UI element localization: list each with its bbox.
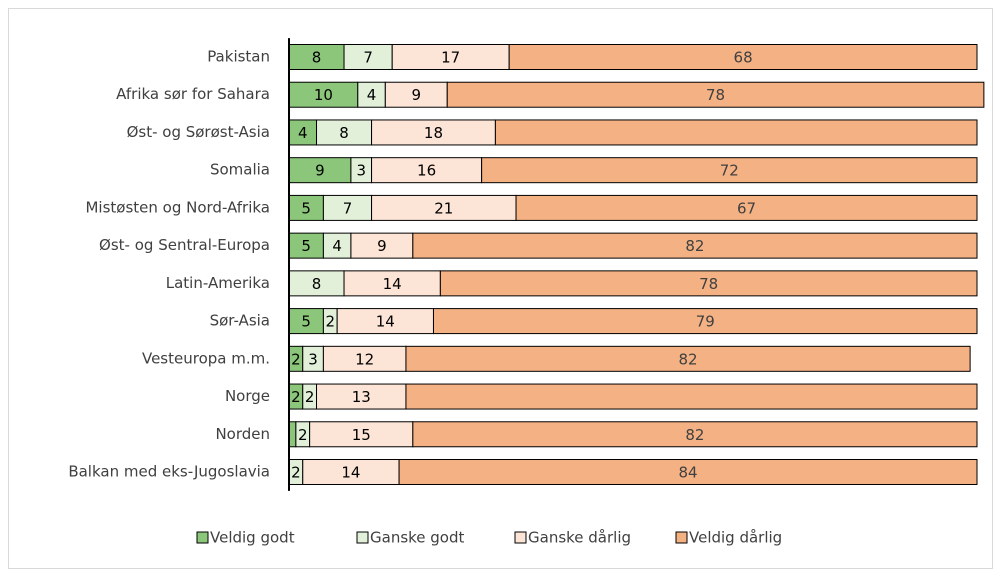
data-label: 4 <box>332 237 342 255</box>
data-label: 13 <box>352 388 371 406</box>
data-label: 84 <box>678 464 697 482</box>
bar-segment <box>371 157 483 184</box>
y-tick-label: Somalia <box>210 161 270 179</box>
bar-segment <box>439 270 978 297</box>
bar-segment <box>412 421 978 448</box>
data-label: 17 <box>441 49 460 67</box>
data-label: 9 <box>315 162 325 180</box>
data-label: 4 <box>298 124 308 142</box>
data-label: 2 <box>305 388 315 406</box>
data-label: 5 <box>301 237 311 255</box>
bar-segment <box>343 44 393 70</box>
legend-swatch <box>356 531 369 544</box>
data-label: 14 <box>341 464 360 482</box>
legend-swatch <box>514 531 527 544</box>
data-label: 78 <box>706 86 725 104</box>
bar-segment <box>508 44 978 70</box>
legend-label: Ganske godt <box>370 529 465 547</box>
y-tick-label: Norden <box>215 425 270 443</box>
bar-segment <box>288 270 345 297</box>
y-tick-label: Øst- og Sørøst-Asia <box>127 123 270 141</box>
bar-segment <box>371 194 517 221</box>
data-label: 7 <box>363 49 373 67</box>
data-label: 12 <box>355 350 374 368</box>
bar-segment <box>398 459 978 485</box>
bar-segment <box>405 383 978 410</box>
data-label: 21 <box>434 199 453 217</box>
y-tick-label: Vesteuropa m.m. <box>142 349 270 367</box>
bar-segment <box>316 383 407 410</box>
y-tick-label: Sør-Asia <box>210 312 270 330</box>
bar-segment <box>322 345 407 372</box>
bar-segment <box>412 232 978 259</box>
bar-segment <box>357 81 386 108</box>
bar-segment <box>288 44 345 70</box>
data-label: 2 <box>326 313 336 331</box>
bar-segment <box>371 119 496 146</box>
legend-label: Ganske dårlig <box>528 529 631 547</box>
data-label: 5 <box>301 199 311 217</box>
y-tick-label: Pakistan <box>207 48 270 66</box>
bar-segment <box>288 157 352 184</box>
data-label: 15 <box>352 426 371 444</box>
data-label: 67 <box>737 199 756 217</box>
y-tick-label: Øst- og Sentral-Europa <box>99 236 270 254</box>
y-tick-label: Afrika sør for Sahara <box>116 85 270 103</box>
data-label: 3 <box>308 350 318 368</box>
data-label: 5 <box>301 313 311 331</box>
data-label: 9 <box>412 86 422 104</box>
data-label: 2 <box>298 426 308 444</box>
legend-label: Veldig godt <box>210 529 295 547</box>
y-tick-label: Mistøsten og Nord-Afrika <box>85 198 270 216</box>
bar-segment <box>481 157 978 184</box>
bar-segment <box>343 270 441 297</box>
data-label: 10 <box>314 86 333 104</box>
data-label: 8 <box>339 124 349 142</box>
data-label: 9 <box>377 237 387 255</box>
data-label: 8 <box>312 275 322 293</box>
data-label: 82 <box>685 237 704 255</box>
bar-segment <box>405 345 971 372</box>
data-label: 14 <box>376 313 395 331</box>
bar-segment <box>515 194 978 221</box>
data-label: 8 <box>312 49 322 67</box>
data-label: 2 <box>291 464 301 482</box>
data-label: 82 <box>685 426 704 444</box>
legend-swatch <box>196 531 209 544</box>
data-label: 3 <box>356 162 366 180</box>
bar-segment <box>494 119 978 146</box>
bar-segment <box>336 308 434 335</box>
data-label: 14 <box>383 275 402 293</box>
data-label: 18 <box>424 124 443 142</box>
y-tick-label: Norge <box>225 387 270 405</box>
data-label: 82 <box>678 350 697 368</box>
data-label: 7 <box>343 199 353 217</box>
data-label: 79 <box>696 313 715 331</box>
y-tick-label: Latin-Amerika <box>166 274 270 292</box>
data-label: 68 <box>734 49 753 67</box>
data-label: 2 <box>291 388 301 406</box>
bar-segment <box>322 232 352 259</box>
bar-segment <box>288 421 297 448</box>
legend-label: Veldig dårlig <box>689 529 782 547</box>
data-label: 72 <box>720 162 739 180</box>
bar-segment <box>384 81 448 108</box>
bar-segment <box>432 308 978 335</box>
bar-segment <box>446 81 985 108</box>
data-label: 4 <box>367 86 377 104</box>
bar-segment <box>322 194 373 221</box>
data-label: 16 <box>417 162 436 180</box>
bar-segment <box>350 232 414 259</box>
data-label: 2 <box>291 350 301 368</box>
bar-segment <box>302 459 400 485</box>
y-tick-label: Balkan med eks-Jugoslavia <box>68 463 270 481</box>
legend-swatch <box>675 531 688 544</box>
data-label: 78 <box>699 275 718 293</box>
